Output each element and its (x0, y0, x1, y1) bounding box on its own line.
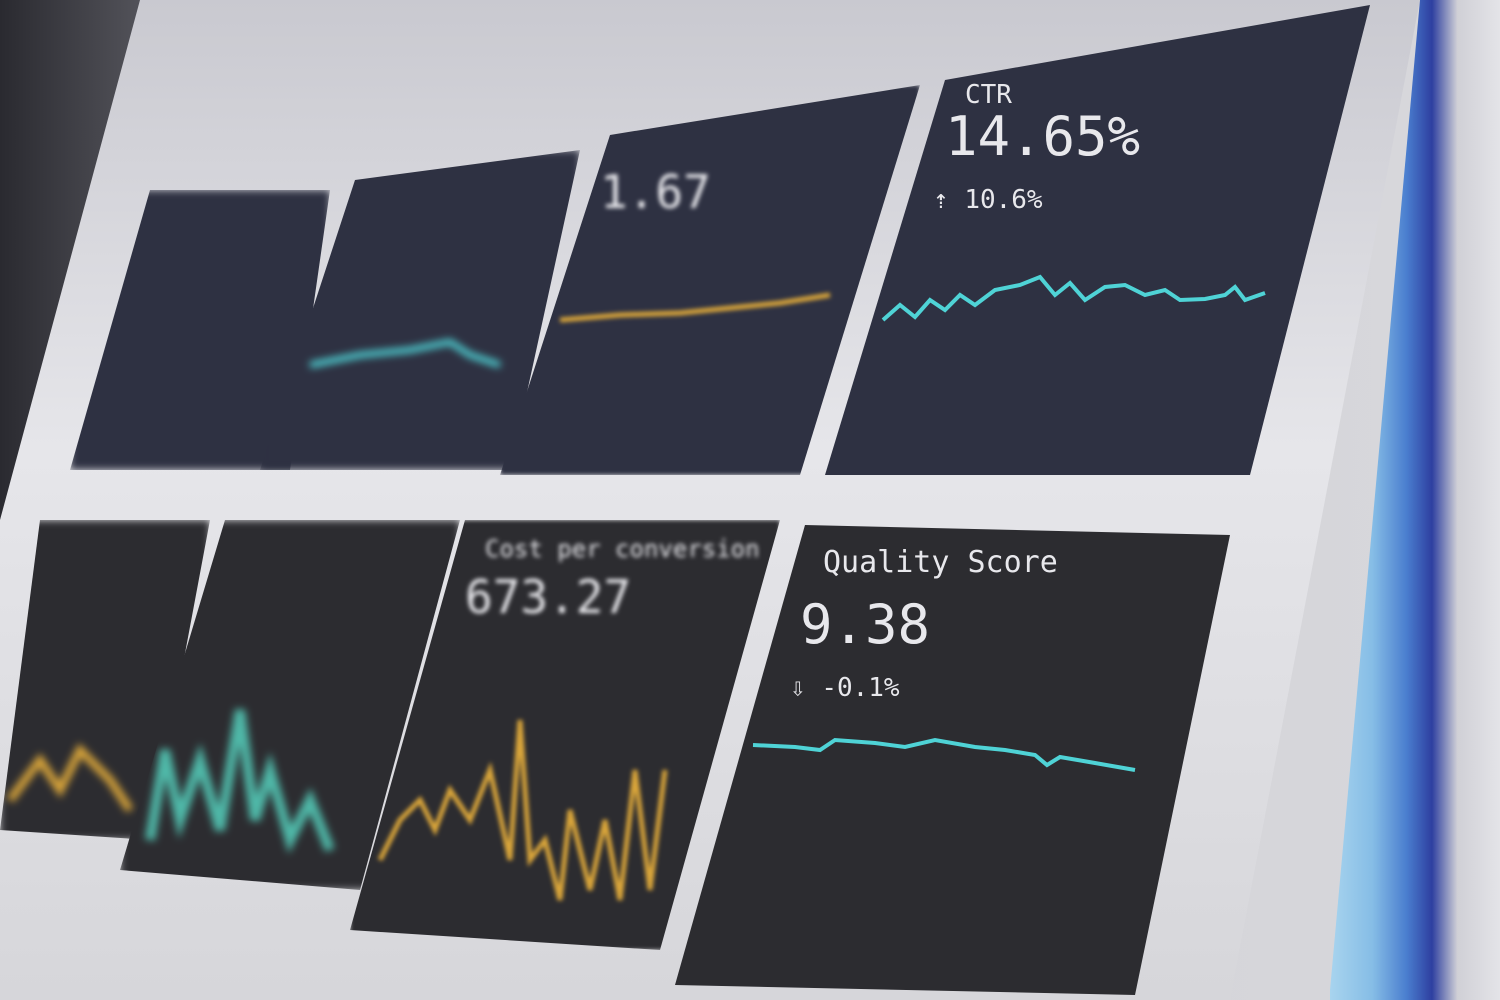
kpi-value: 9.38 (800, 593, 931, 656)
sparkline (752, 737, 1136, 772)
kpi-label: CTR (965, 80, 1012, 110)
arrow-up-icon: ⇡ (933, 185, 965, 215)
sparkline (559, 292, 831, 323)
kpi-label: Cost per conversion (485, 535, 760, 563)
sparkline (881, 274, 1266, 322)
sparkline (377, 719, 668, 901)
kpi-value: 1.67 (600, 165, 711, 219)
kpi-change: ⇩ -0.1% (790, 673, 900, 703)
kpi-label: Quality Score (823, 545, 1058, 580)
arrow-down-icon: ⇩ (790, 673, 822, 703)
kpi-card-quality-score: Quality Score 9.38 ⇩ -0.1% (675, 525, 1230, 995)
sparkline (145, 709, 335, 854)
kpi-value: 14.65% (945, 105, 1141, 168)
sparkline (309, 338, 501, 368)
sparkline (6, 743, 134, 813)
kpi-change: ⇡ 10.6% (933, 185, 1043, 215)
kpi-value: 673.27 (465, 570, 632, 624)
kpi-card-5 (0, 520, 210, 840)
